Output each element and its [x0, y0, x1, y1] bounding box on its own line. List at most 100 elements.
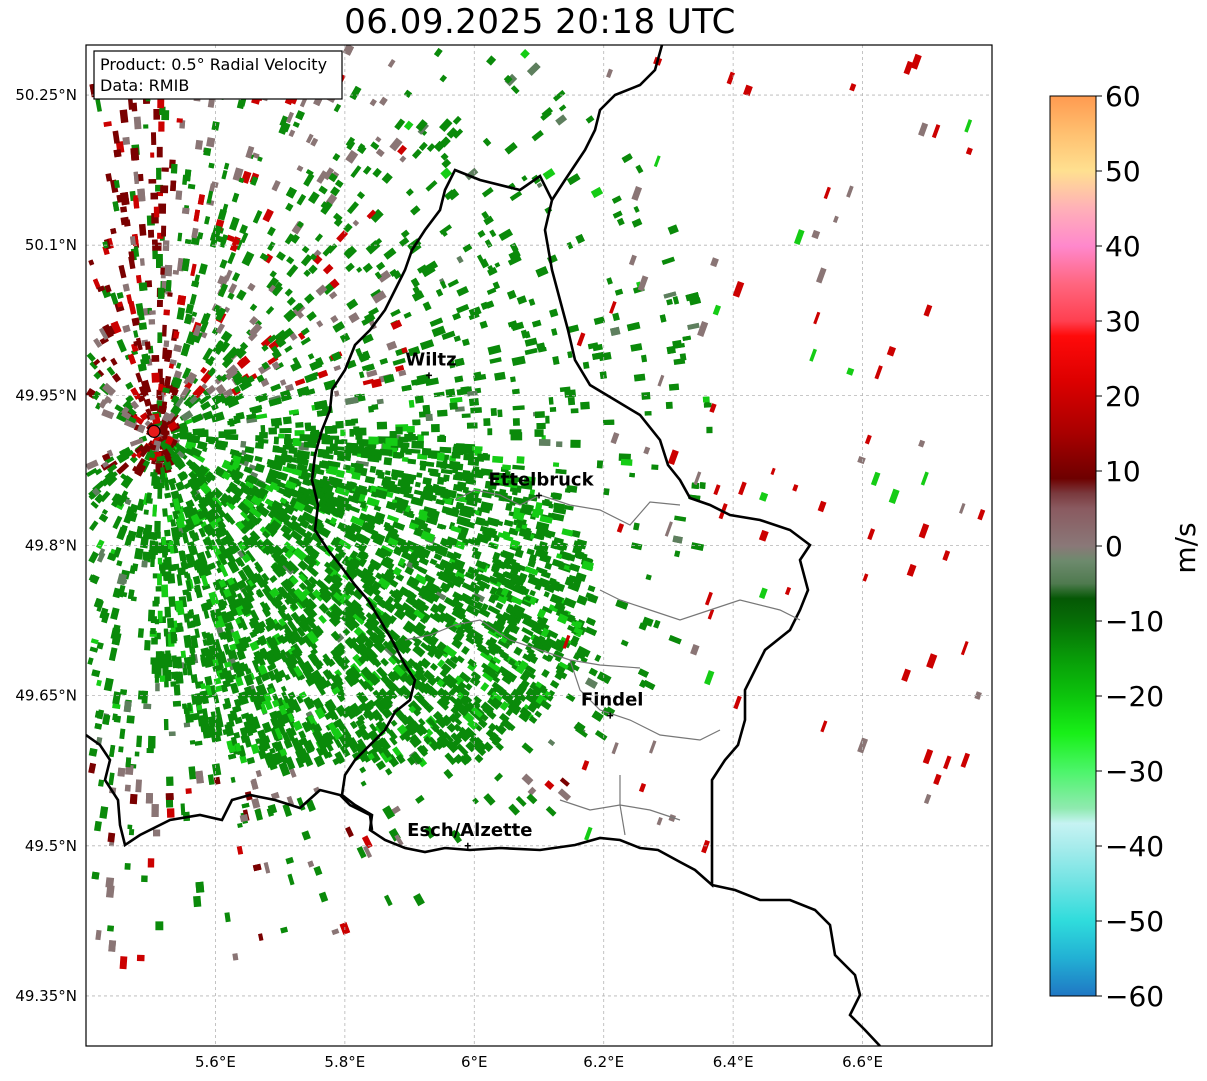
velocity-echo-cell [127, 353, 137, 365]
colorbar-tick-label: 40 [1105, 230, 1141, 263]
velocity-echo-cell [672, 296, 680, 305]
velocity-echo-cell [512, 511, 525, 521]
velocity-echo-cell [483, 418, 491, 426]
velocity-echo-cell [147, 858, 155, 868]
velocity-echo-cell [268, 397, 282, 407]
velocity-echo-cell [226, 720, 235, 728]
velocity-echo-cell [267, 334, 278, 344]
velocity-echo-cell [156, 167, 162, 180]
velocity-echo-cell [440, 662, 452, 674]
velocity-echo-cell [352, 613, 365, 626]
velocity-echo-cell [159, 675, 166, 682]
velocity-echo-cell [267, 682, 276, 693]
velocity-echo-cell [454, 471, 468, 480]
velocity-echo-cell [559, 777, 570, 787]
velocity-echo-cell [312, 626, 323, 638]
velocity-echo-cell [162, 240, 170, 252]
velocity-echo-cell [521, 773, 534, 786]
velocity-echo-cell [366, 513, 376, 521]
velocity-echo-cell [265, 618, 276, 628]
velocity-echo-cell [120, 206, 128, 213]
velocity-echo-cell [431, 325, 446, 338]
velocity-echo-cell [630, 343, 643, 352]
velocity-echo-cell [329, 278, 340, 289]
velocity-echo-cell [143, 398, 152, 407]
velocity-echo-cell [143, 509, 149, 515]
velocity-echo-cell [98, 513, 109, 523]
velocity-echo-cell [712, 304, 722, 316]
velocity-echo-cell [147, 229, 155, 238]
velocity-echo-cell [478, 584, 486, 592]
velocity-echo-cell [482, 741, 494, 753]
velocity-echo-cell [281, 732, 290, 742]
velocity-echo-cell [492, 656, 502, 665]
velocity-echo-cell [170, 671, 179, 680]
velocity-echo-cell [449, 402, 458, 410]
velocity-echo-cell [209, 609, 218, 623]
velocity-echo-cell [398, 369, 407, 377]
velocity-echo-cell [606, 277, 613, 285]
velocity-echo-cell [461, 338, 470, 347]
velocity-echo-cell [108, 940, 117, 952]
velocity-echo-cell [447, 279, 459, 288]
velocity-echo-cell [297, 559, 309, 571]
velocity-echo-cell [462, 693, 473, 704]
velocity-echo-cell [465, 604, 481, 617]
velocity-echo-cell [110, 493, 123, 508]
velocity-echo-cell [411, 148, 422, 159]
velocity-echo-cell [512, 496, 525, 506]
velocity-echo-cell [272, 622, 282, 632]
velocity-echo-cell [268, 687, 275, 695]
velocity-echo-cell [89, 646, 99, 653]
velocity-echo-cell [289, 529, 303, 542]
velocity-echo-cell [200, 683, 206, 690]
velocity-echo-cell [364, 475, 376, 484]
velocity-echo-cell [273, 471, 284, 480]
velocity-echo-cell [564, 504, 574, 511]
velocity-echo-cell [870, 471, 881, 487]
velocity-echo-cell [661, 256, 676, 266]
velocity-echo-cell [181, 532, 190, 544]
velocity-echo-cell [203, 147, 212, 157]
velocity-echo-cell [438, 689, 452, 703]
velocity-echo-cell [398, 586, 413, 599]
velocity-echo-cell [200, 366, 207, 374]
velocity-echo-cell [220, 611, 230, 624]
velocity-echo-cell [318, 891, 329, 903]
velocity-echo-cell [259, 703, 268, 715]
velocity-echo-cell [171, 655, 177, 662]
velocity-echo-cell [363, 521, 376, 531]
velocity-echo-cell [513, 646, 523, 656]
velocity-echo-cell [422, 477, 432, 486]
velocity-echo-cell [490, 408, 497, 416]
velocity-echo-cell [609, 326, 621, 337]
velocity-echo-cell [176, 450, 185, 459]
velocity-echo-cell [477, 229, 486, 238]
velocity-echo-cell [131, 317, 141, 327]
velocity-echo-cell [207, 98, 215, 108]
velocity-echo-cell [186, 433, 193, 442]
velocity-echo-cell [823, 186, 831, 200]
velocity-echo-cell [503, 519, 514, 527]
velocity-echo-cell [96, 369, 105, 378]
velocity-echo-cell [394, 118, 406, 131]
velocity-echo-cell [270, 417, 282, 427]
velocity-echo-cell [156, 455, 165, 462]
velocity-echo-cell [108, 841, 115, 847]
velocity-echo-cell [443, 769, 454, 779]
velocity-echo-cell [699, 482, 706, 489]
velocity-echo-cell [102, 382, 116, 397]
velocity-echo-cell [594, 654, 602, 662]
velocity-echo-cell [316, 409, 329, 417]
velocity-echo-cell [343, 245, 357, 260]
velocity-echo-cell [713, 484, 721, 496]
velocity-echo-cell [209, 234, 219, 248]
velocity-echo-cell [505, 603, 514, 613]
velocity-echo-cell [159, 106, 166, 116]
velocity-echo-cell [541, 605, 553, 614]
velocity-echo-cell [211, 181, 219, 189]
velocity-echo-cell [571, 529, 581, 538]
velocity-echo-cell [426, 143, 436, 152]
velocity-echo-cell [202, 347, 214, 362]
velocity-echo-cell [433, 553, 443, 561]
